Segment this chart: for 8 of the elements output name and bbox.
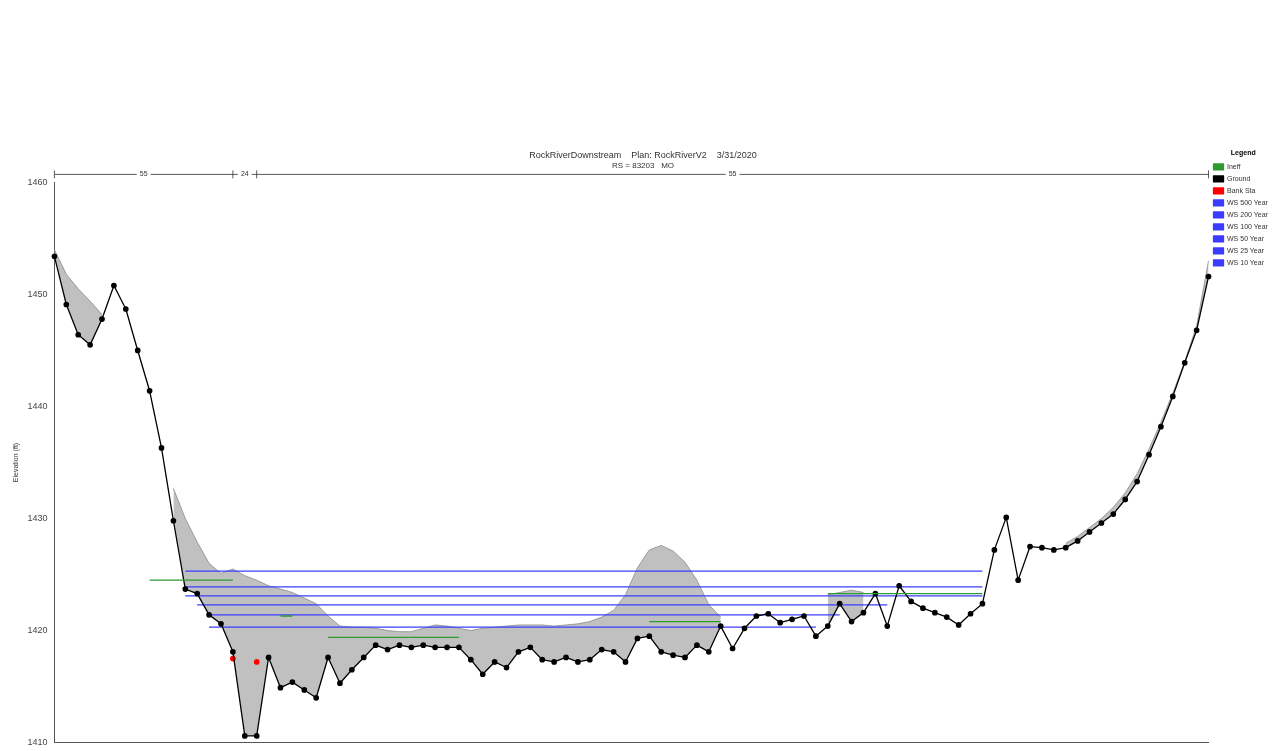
y-tick-label: 1460 bbox=[27, 176, 48, 187]
chart-title: RockRiverDownstream Plan: RockRiverV2 3/31/2020 bbox=[529, 149, 757, 160]
y-tick-label: 1430 bbox=[27, 513, 48, 523]
y-tick-label: 1440 bbox=[27, 400, 48, 411]
y-tick-label: 1420 bbox=[27, 625, 48, 636]
y-tick-label: 1410 bbox=[27, 737, 48, 748]
y-tick-label: 1450 bbox=[27, 288, 48, 299]
chart-subtitle: RS = 83203 MO bbox=[611, 160, 675, 170]
